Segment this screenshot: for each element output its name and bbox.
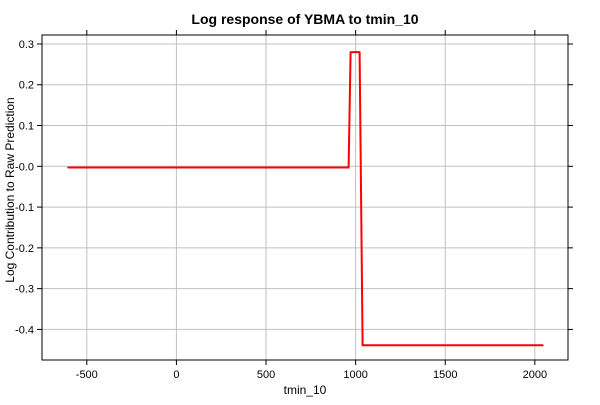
y-tick-label: 0.2 [19, 80, 34, 92]
data-point [67, 166, 69, 169]
y-tick-label: -0.2 [15, 243, 34, 255]
x-tick-label: 2000 [523, 369, 547, 381]
x-tick-label: 1000 [343, 369, 367, 381]
data-point [358, 51, 361, 53]
data-point [542, 344, 544, 347]
y-tick-label: 0.3 [19, 39, 34, 51]
x-axis-label: tmin_10 [284, 383, 327, 397]
grid [42, 35, 568, 360]
chart-title: Log response of YBMA to tmin_10 [191, 11, 418, 27]
x-tick-label: 500 [257, 369, 275, 381]
series-line [68, 51, 543, 347]
y-axis-label: Log Contribution to Raw Prediction [3, 97, 17, 282]
y-axis: 0.3 0.2 0.1 -0.0 -0.1 -0.2 -0.3 -0.4 [15, 39, 573, 336]
data-point [347, 166, 350, 169]
y-tick-label: -0.1 [15, 202, 34, 214]
x-tick-label: 1500 [433, 369, 457, 381]
plot-frame [41, 34, 569, 361]
y-tick-label: 0.1 [19, 121, 34, 133]
series-layer [67, 51, 544, 347]
x-axis: -500 0 500 1000 1500 2000 [76, 30, 547, 381]
x-tick-label: -500 [76, 369, 98, 381]
y-tick-label: -0.4 [15, 324, 34, 336]
data-point [349, 51, 352, 53]
y-tick-label: -0.3 [15, 284, 34, 296]
data-point [361, 344, 364, 347]
y-tick-label: -0.0 [15, 161, 34, 173]
x-tick-label: 0 [173, 369, 179, 381]
